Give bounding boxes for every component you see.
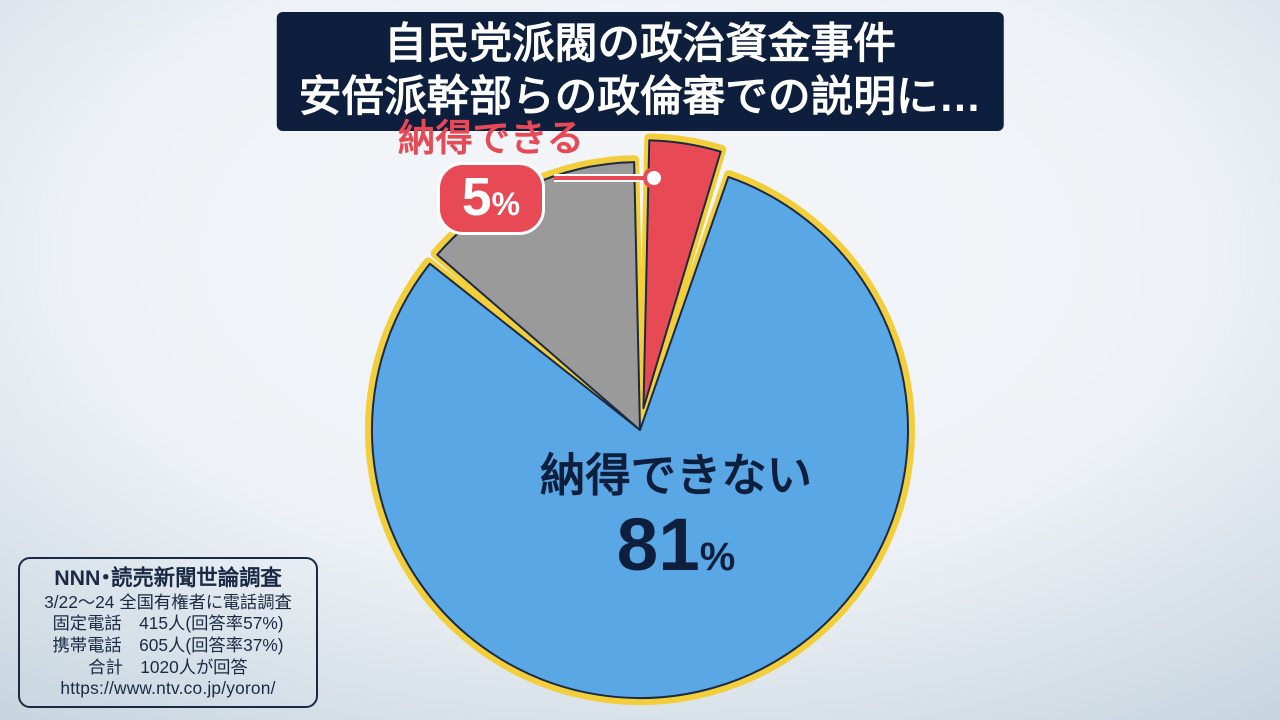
callout-bubble: 5% xyxy=(437,162,545,235)
title-box: 自民党派閥の政治資金事件 安倍派幹部らの政倫審での説明に… xyxy=(277,12,1004,131)
callout-satisfied: 納得できる 5% xyxy=(398,108,584,235)
big-slice-label: 納得できない 81% xyxy=(540,450,812,588)
source-line: 携帯電話 605人(回答率37%) xyxy=(34,635,302,657)
source-line: 合計 1020人が回答 xyxy=(34,657,302,679)
source-line: 固定電話 415人(回答率57%) xyxy=(34,613,302,635)
source-title: NNN・読売新聞世論調査 xyxy=(34,565,302,592)
big-label-pct: % xyxy=(700,535,736,579)
source-box: NNN・読売新聞世論調査 3/22～24 全国有権者に電話調査固定電話 415人… xyxy=(18,557,318,708)
title-line-1: 自民党派閥の政治資金事件 xyxy=(299,18,982,71)
source-line: 3/22～24 全国有権者に電話調査 xyxy=(34,592,302,614)
callout-pct: % xyxy=(492,186,520,222)
big-label-value: 81 xyxy=(617,502,700,586)
callout-label: 納得できる xyxy=(398,108,584,162)
source-url: https://www.ntv.co.jp/yoron/ xyxy=(34,678,302,700)
callout-value: 5 xyxy=(462,168,492,227)
big-label-text: 納得できない xyxy=(540,450,812,502)
